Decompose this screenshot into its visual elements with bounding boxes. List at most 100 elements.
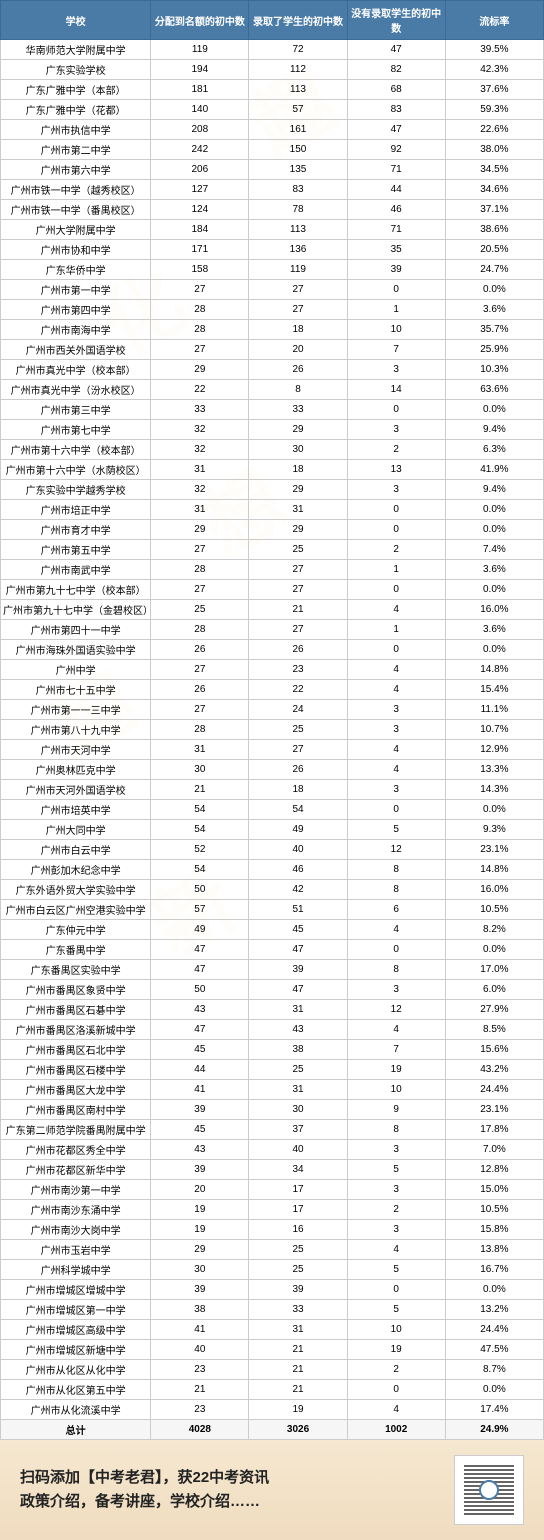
table-cell: 广州市第一中学 [1, 280, 151, 300]
table-cell: 17 [249, 1200, 347, 1220]
table-cell: 25 [151, 600, 249, 620]
table-cell: 广州市培英中学 [1, 800, 151, 820]
table-row: 广东广雅中学（花都）140578359.3% [1, 100, 544, 120]
table-cell: 10.3% [445, 360, 543, 380]
footer-line2: 政策介绍，备考讲座，学校介绍…… [20, 1490, 269, 1514]
table-cell: 广州市花都区秀全中学 [1, 1140, 151, 1160]
table-cell: 39 [151, 1160, 249, 1180]
table-cell: 广州市第九十七中学（金碧校区） [1, 600, 151, 620]
table-cell: 39.5% [445, 40, 543, 60]
table-cell: 113 [249, 220, 347, 240]
table-cell: 16.0% [445, 600, 543, 620]
table-cell: 0 [347, 1280, 445, 1300]
table-cell: 19 [151, 1200, 249, 1220]
table-cell: 17.0% [445, 960, 543, 980]
table-cell: 4 [347, 1240, 445, 1260]
table-cell: 40 [249, 1140, 347, 1160]
table-cell: 3.6% [445, 560, 543, 580]
table-cell: 15.8% [445, 1220, 543, 1240]
table-cell: 广东广雅中学（本部） [1, 80, 151, 100]
table-cell: 39 [151, 1280, 249, 1300]
table-cell: 21 [249, 1340, 347, 1360]
table-cell: 43.2% [445, 1060, 543, 1080]
table-row: 广东实验学校1941128242.3% [1, 60, 544, 80]
table-cell: 47 [249, 980, 347, 1000]
table-cell: 39 [151, 1100, 249, 1120]
table-row: 广州市从化区从化中学232128.7% [1, 1360, 544, 1380]
table-cell: 5 [347, 1300, 445, 1320]
table-cell: 50 [151, 980, 249, 1000]
table-cell: 13.2% [445, 1300, 543, 1320]
table-cell: 广州市番禺区石楼中学 [1, 1060, 151, 1080]
table-cell: 150 [249, 140, 347, 160]
table-cell: 广州市第十六中学（水荫校区） [1, 460, 151, 480]
table-cell: 4 [347, 1400, 445, 1420]
table-cell: 17.4% [445, 1400, 543, 1420]
table-cell: 49 [151, 920, 249, 940]
table-cell: 9.3% [445, 820, 543, 840]
table-cell: 32 [151, 440, 249, 460]
table-cell: 广州市铁一中学（番禺校区） [1, 200, 151, 220]
table-cell: 广州市从化流溪中学 [1, 1400, 151, 1420]
table-row: 广州市花都区新华中学3934512.8% [1, 1160, 544, 1180]
table-cell: 25 [249, 540, 347, 560]
table-cell: 8.5% [445, 1020, 543, 1040]
table-cell: 31 [151, 740, 249, 760]
table-cell: 27 [249, 620, 347, 640]
table-cell: 19 [249, 1400, 347, 1420]
table-cell: 34 [249, 1160, 347, 1180]
table-cell: 0 [347, 800, 445, 820]
table-row: 广州科学城中学3025516.7% [1, 1260, 544, 1280]
table-cell: 46 [347, 200, 445, 220]
table-cell: 41.9% [445, 460, 543, 480]
table-cell: 8.2% [445, 920, 543, 940]
table-cell: 5 [347, 820, 445, 840]
table-cell: 广州市增城区高级中学 [1, 1320, 151, 1340]
table-cell: 0.0% [445, 940, 543, 960]
table-cell: 29 [151, 360, 249, 380]
table-cell: 华南师范大学附属中学 [1, 40, 151, 60]
table-cell: 广东第二师范学院番禺附属中学 [1, 1120, 151, 1140]
table-cell: 5 [347, 1160, 445, 1180]
table-cell: 广州市培正中学 [1, 500, 151, 520]
table-cell: 7.4% [445, 540, 543, 560]
table-cell: 37.1% [445, 200, 543, 220]
table-row: 广州市第九十七中学（金碧校区）2521416.0% [1, 600, 544, 620]
table-cell: 45 [151, 1040, 249, 1060]
table-cell: 广州市番禺区洛溪新城中学 [1, 1020, 151, 1040]
table-cell: 45 [151, 1120, 249, 1140]
table-row: 广州市第五中学272527.4% [1, 540, 544, 560]
table-cell: 广州市番禺区大龙中学 [1, 1080, 151, 1100]
table-cell: 31 [249, 1080, 347, 1100]
table-cell: 140 [151, 100, 249, 120]
table-row: 广州市增城区高级中学41311024.4% [1, 1320, 544, 1340]
table-cell: 3 [347, 780, 445, 800]
table-cell: 广东仲元中学 [1, 920, 151, 940]
table-cell: 161 [249, 120, 347, 140]
table-cell: 38.6% [445, 220, 543, 240]
table-cell: 26 [249, 360, 347, 380]
table-row: 广东番禺中学474700.0% [1, 940, 544, 960]
table-cell: 34.5% [445, 160, 543, 180]
table-cell: 23.1% [445, 840, 543, 860]
table-row: 广州市真光中学（校本部）2926310.3% [1, 360, 544, 380]
table-cell: 44 [347, 180, 445, 200]
table-cell: 广州市第四十一中学 [1, 620, 151, 640]
table-row: 广州市玉岩中学2925413.8% [1, 1240, 544, 1260]
table-cell: 28 [151, 620, 249, 640]
table-cell: 广州市执信中学 [1, 120, 151, 140]
table-row: 华南师范大学附属中学119724739.5% [1, 40, 544, 60]
table-cell: 5 [347, 1260, 445, 1280]
table-cell: 38 [249, 1040, 347, 1060]
table-row: 广东第二师范学院番禺附属中学4537817.8% [1, 1120, 544, 1140]
table-cell: 0.0% [445, 520, 543, 540]
table-cell: 0.0% [445, 1380, 543, 1400]
table-cell: 8 [249, 380, 347, 400]
table-row: 广州市海珠外国语实验中学262600.0% [1, 640, 544, 660]
table-total-cell: 1002 [347, 1420, 445, 1440]
table-row: 广州市南沙大岗中学1916315.8% [1, 1220, 544, 1240]
table-cell: 71 [347, 220, 445, 240]
table-cell: 23 [151, 1360, 249, 1380]
table-row: 广州市增城区新塘中学40211947.5% [1, 1340, 544, 1360]
table-cell: 54 [249, 800, 347, 820]
